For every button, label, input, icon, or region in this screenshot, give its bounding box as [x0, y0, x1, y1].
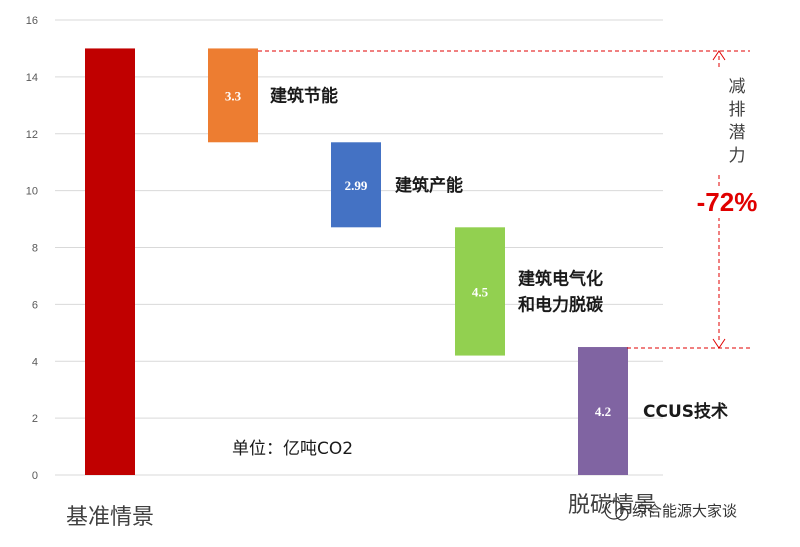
y-tick-label: 0 [32, 470, 38, 482]
bar-ccus [578, 347, 628, 475]
category-label-baseline: 基准情景 [66, 505, 154, 530]
value-label-prod: 2.99 [345, 178, 368, 193]
y-tick-label: 4 [32, 356, 38, 368]
reduction-percent: -72% [697, 187, 758, 217]
gridlines [55, 19, 663, 476]
value-label-ccus: 4.2 [595, 404, 611, 419]
bar-label-elec: 建筑电气化和电力脱碳 [518, 268, 604, 315]
bar-base [85, 48, 135, 475]
bar-eff [208, 48, 258, 143]
category-label-decarbonized: 脱碳情景 [568, 493, 656, 518]
value-label-elec: 4.5 [472, 284, 489, 299]
reduction-label-text: 减排潜力 [729, 77, 746, 166]
bars: 3.3 建筑节能 2.99 建筑产能 4.5 建筑电气化和电力脱碳 4.2 CCUS技术 [85, 48, 728, 475]
watermark: 综合能源大家谈 [604, 500, 737, 521]
bar-label-prod: 建筑产能 [395, 175, 463, 196]
arrow-down-icon [712, 338, 726, 349]
reduction-potential-label: 减排潜力 [729, 77, 746, 166]
bar-label-eff: 建筑节能 [270, 85, 338, 106]
y-tick-label: 6 [32, 299, 38, 311]
watermark-text: 综合能源大家谈 [632, 502, 737, 520]
unit-note: 单位：亿吨CO2 [232, 439, 353, 459]
y-tick-label: 10 [26, 186, 38, 198]
y-tick-label: 16 [26, 15, 38, 27]
value-label-eff: 3.3 [225, 88, 242, 103]
y-tick-label: 12 [26, 129, 38, 141]
reduction-label-backdrop [704, 68, 734, 174]
y-tick-label: 8 [32, 243, 38, 255]
wechat-icon-bubble [615, 507, 629, 521]
bar-prod [331, 142, 381, 228]
percent-backdrop [686, 186, 770, 218]
wechat-icon [604, 500, 624, 520]
y-axis-ticks: 0 2 4 6 8 10 12 14 16 [26, 15, 38, 482]
y-tick-label: 2 [32, 413, 38, 425]
bar-elec [455, 227, 505, 356]
bar-label-ccus: CCUS技术 [643, 401, 728, 422]
y-tick-label: 14 [26, 72, 38, 84]
arrow-up-icon [712, 50, 726, 61]
